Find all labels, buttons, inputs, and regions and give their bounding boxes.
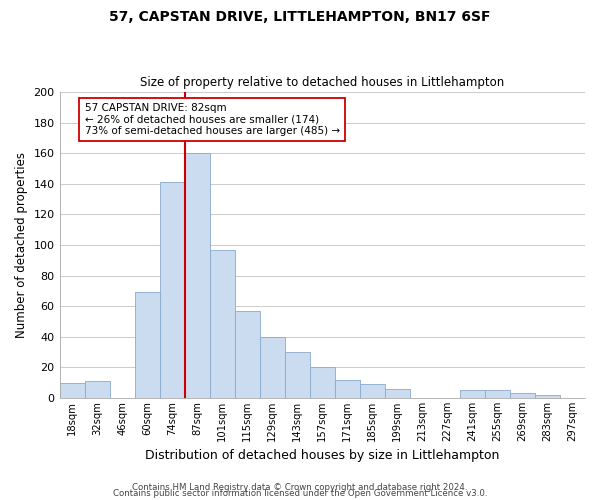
Bar (260, 337, 285, 398)
Bar (285, 352, 310, 398)
Text: Contains public sector information licensed under the Open Government Licence v3: Contains public sector information licen… (113, 490, 487, 498)
Bar (335, 380, 360, 398)
Bar (310, 368, 335, 398)
Bar (510, 394, 535, 398)
Bar (235, 311, 260, 398)
Text: 57, CAPSTAN DRIVE, LITTLEHAMPTON, BN17 6SF: 57, CAPSTAN DRIVE, LITTLEHAMPTON, BN17 6… (109, 10, 491, 24)
X-axis label: Distribution of detached houses by size in Littlehampton: Distribution of detached houses by size … (145, 450, 499, 462)
Bar (160, 182, 185, 398)
Bar (485, 390, 510, 398)
Text: Contains HM Land Registry data © Crown copyright and database right 2024.: Contains HM Land Registry data © Crown c… (132, 484, 468, 492)
Bar (385, 389, 410, 398)
Title: Size of property relative to detached houses in Littlehampton: Size of property relative to detached ho… (140, 76, 505, 90)
Bar (185, 153, 209, 398)
Bar (59, 382, 85, 398)
Bar (360, 384, 385, 398)
Bar (134, 292, 160, 398)
Bar (535, 395, 560, 398)
Bar (460, 390, 485, 398)
Y-axis label: Number of detached properties: Number of detached properties (15, 152, 28, 338)
Text: 57 CAPSTAN DRIVE: 82sqm
← 26% of detached houses are smaller (174)
73% of semi-d: 57 CAPSTAN DRIVE: 82sqm ← 26% of detache… (85, 103, 340, 136)
Bar (85, 381, 110, 398)
Bar (209, 250, 235, 398)
